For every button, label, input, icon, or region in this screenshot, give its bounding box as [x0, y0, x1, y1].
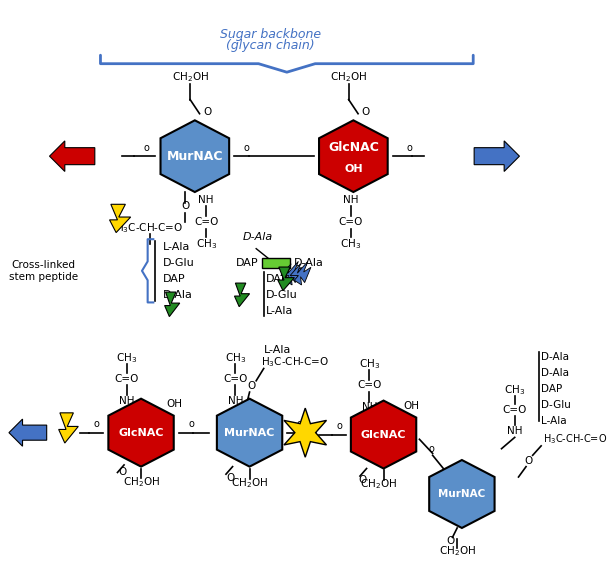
Text: CH$_2$OH: CH$_2$OH [438, 544, 476, 558]
Polygon shape [165, 292, 180, 317]
Text: CH$_3$: CH$_3$ [225, 351, 246, 365]
Text: DAP: DAP [541, 384, 562, 394]
Text: DAP: DAP [235, 258, 258, 268]
Text: L-Ala: L-Ala [264, 344, 291, 355]
Text: C=O: C=O [338, 217, 363, 227]
Text: o: o [429, 444, 435, 453]
Polygon shape [59, 413, 79, 443]
Text: D-Ala: D-Ala [541, 352, 569, 362]
Text: GlcNAC: GlcNAC [328, 141, 379, 154]
Polygon shape [474, 141, 519, 171]
Text: CH$_3$: CH$_3$ [116, 351, 138, 365]
Text: L-Ala: L-Ala [163, 242, 190, 252]
Text: O: O [359, 475, 367, 485]
Polygon shape [9, 419, 47, 446]
Text: (glycan chain): (glycan chain) [226, 39, 314, 52]
Bar [262, 258, 290, 268]
Polygon shape [284, 408, 327, 457]
Text: o: o [244, 143, 250, 154]
Polygon shape [160, 120, 229, 192]
Text: C=O: C=O [115, 374, 139, 384]
Text: GlcNAC: GlcNAC [361, 430, 406, 439]
Text: L-Ala: L-Ala [541, 417, 567, 426]
Text: GlcNAC: GlcNAC [119, 427, 164, 438]
Text: C=O: C=O [502, 405, 527, 415]
Polygon shape [217, 399, 282, 466]
Text: C=O: C=O [357, 380, 381, 390]
Polygon shape [290, 261, 311, 285]
Text: H$_3$C-CH-C=O: H$_3$C-CH-C=O [543, 433, 607, 446]
Text: CH$_2$OH: CH$_2$OH [172, 70, 209, 84]
Text: CH$_3$: CH$_3$ [359, 357, 380, 371]
Text: O: O [362, 107, 370, 117]
Text: O: O [118, 468, 126, 477]
Text: D-Ala: D-Ala [294, 258, 324, 268]
Text: O: O [203, 107, 211, 117]
Text: NH: NH [198, 195, 214, 205]
Text: NH: NH [119, 395, 134, 406]
Text: OH: OH [404, 401, 420, 411]
Text: OH: OH [166, 399, 182, 409]
Polygon shape [319, 120, 387, 192]
Text: NH: NH [228, 395, 243, 406]
Text: o: o [144, 143, 150, 154]
Polygon shape [281, 261, 301, 285]
Text: C=O: C=O [223, 374, 247, 384]
Text: Sugar backbone: Sugar backbone [220, 28, 321, 41]
Text: o: o [188, 419, 194, 429]
Text: CH$_3$: CH$_3$ [195, 237, 217, 251]
Text: L-Ala: L-Ala [266, 306, 293, 316]
Text: NH: NH [507, 426, 523, 436]
Text: CH$_3$: CH$_3$ [340, 237, 361, 251]
Text: H$_3$C-CH-C=O: H$_3$C-CH-C=O [115, 221, 184, 235]
Polygon shape [50, 141, 95, 171]
Text: OH: OH [344, 164, 363, 174]
Text: D-Ala: D-Ala [243, 232, 273, 242]
Text: D-Ala: D-Ala [163, 290, 193, 300]
Text: CH$_2$OH: CH$_2$OH [330, 70, 367, 84]
Text: H$_3$C-CH-C=O: H$_3$C-CH-C=O [261, 355, 329, 369]
Text: CH$_2$OH: CH$_2$OH [231, 476, 268, 489]
Text: C=O: C=O [194, 217, 219, 227]
Text: o: o [297, 419, 303, 429]
Text: D-Ala: D-Ala [541, 368, 569, 378]
Polygon shape [108, 399, 174, 466]
Polygon shape [429, 460, 494, 528]
Text: D-Glu: D-Glu [266, 290, 297, 300]
Text: DAP: DAP [266, 274, 288, 284]
Text: O: O [525, 456, 533, 466]
Text: MurNAC: MurNAC [438, 489, 486, 499]
Text: CH$_3$: CH$_3$ [504, 383, 526, 397]
Polygon shape [278, 267, 294, 291]
Text: D-Glu: D-Glu [163, 258, 195, 268]
Polygon shape [235, 283, 249, 307]
Text: O: O [181, 201, 190, 211]
Polygon shape [109, 205, 131, 233]
Text: CH$_2$OH: CH$_2$OH [123, 475, 160, 489]
Text: MurNAC: MurNAC [166, 150, 223, 163]
Text: O: O [247, 382, 255, 391]
Text: NH: NH [362, 402, 377, 412]
Polygon shape [351, 401, 416, 469]
Text: DAP: DAP [163, 274, 185, 284]
Text: o: o [336, 421, 342, 431]
Text: o: o [406, 143, 412, 154]
Text: NH: NH [343, 195, 359, 205]
Text: O: O [446, 536, 455, 546]
Text: O: O [227, 473, 235, 483]
Text: Cross-linked
stem peptide: Cross-linked stem peptide [9, 260, 78, 281]
Text: CH$_2$OH: CH$_2$OH [360, 477, 397, 490]
Text: MurNAC: MurNAC [224, 427, 274, 438]
Text: D-Glu: D-Glu [541, 401, 571, 410]
Text: o: o [94, 419, 99, 429]
